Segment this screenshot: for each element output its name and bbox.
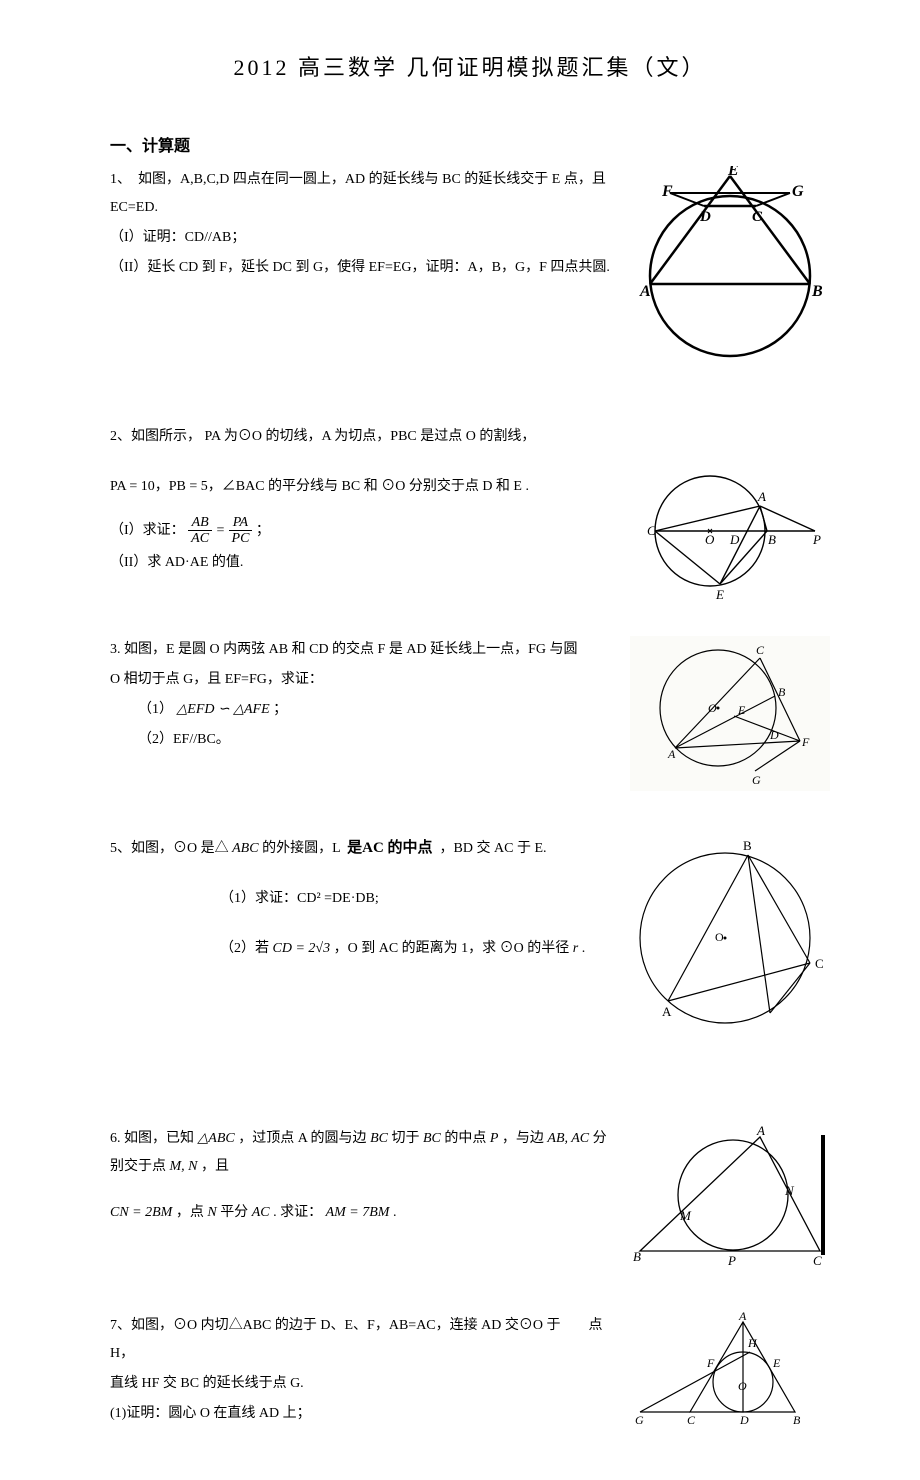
p6-m4: ，与边 xyxy=(502,1131,544,1146)
p6-tri: △ABC xyxy=(198,1131,235,1146)
svg-text:C: C xyxy=(687,1413,696,1427)
p5-tri: ABC xyxy=(232,841,258,856)
svg-text:C: C xyxy=(756,643,765,657)
svg-text:B: B xyxy=(743,838,752,853)
p5-line2-e: . xyxy=(582,941,586,956)
p5-line2-d: r xyxy=(573,941,578,956)
figure-6: A M N B P C xyxy=(625,1125,830,1275)
p6-m3: 的中点 xyxy=(444,1131,486,1146)
figure-3: C B O E D F A G xyxy=(630,636,830,791)
p6-abac: AB, AC xyxy=(547,1131,589,1146)
svg-text:O: O xyxy=(715,930,724,944)
problem-2: 2、如图所示， PA 为⊙O 的切线，A 为切点，PBC 是过点 O 的割线， … xyxy=(110,423,830,616)
svg-text:E: E xyxy=(727,166,739,179)
p5-line2-a: （2）若 xyxy=(220,941,269,956)
problem-1: E F G D C A B 1、 如图，A,B,C,D 四点在同一圆上，AD 的… xyxy=(110,166,830,361)
section-heading: 一、计算题 xyxy=(110,132,830,156)
p6-l2b: ，点 xyxy=(176,1205,204,1220)
p6-mn: M, N xyxy=(170,1159,198,1174)
svg-text:O: O xyxy=(708,701,717,715)
svg-text:D: D xyxy=(739,1413,749,1427)
svg-text:E: E xyxy=(772,1356,781,1370)
svg-text:E: E xyxy=(737,703,746,717)
svg-text:B: B xyxy=(633,1249,641,1264)
svg-text:G: G xyxy=(635,1413,644,1427)
p3-intro-a: 如图，E 是圆 O 内两弦 AB 和 CD 的交点 F 是 AD 延长线上一点，… xyxy=(124,642,577,657)
svg-text:B: B xyxy=(811,283,823,300)
svg-text:P: P xyxy=(727,1253,736,1268)
p5-arc: 是AC 的中点 xyxy=(347,840,432,856)
p5-line2-c: ，O 到 AC 的距离为 1，求 ⊙O 的半径 xyxy=(334,941,570,956)
svg-text:O: O xyxy=(738,1379,747,1393)
svg-text:M: M xyxy=(679,1208,692,1223)
figure-1: E F G D C A B xyxy=(630,166,830,361)
svg-text:A: A xyxy=(639,283,651,300)
p2-num: 2、如图所示， xyxy=(110,429,201,444)
p6-l2e: AC xyxy=(252,1205,270,1220)
p6-p: P xyxy=(490,1131,499,1146)
svg-text:C: C xyxy=(752,209,763,225)
svg-text:A: A xyxy=(662,1004,672,1019)
p3-line1-mid: △EFD ∽ △AFE xyxy=(177,702,270,717)
svg-text:F: F xyxy=(661,183,673,200)
p5-line2-b: CD = 2√3 xyxy=(273,941,331,956)
svg-text:D: D xyxy=(699,209,711,225)
svg-text:A: A xyxy=(738,1312,747,1323)
svg-text:A: A xyxy=(667,747,676,761)
svg-text:E: E xyxy=(715,587,724,602)
svg-text:O: O xyxy=(705,532,715,547)
p2-frac-pa-pc: PAPC xyxy=(229,515,253,547)
figure-2: A C O D B P E xyxy=(630,471,830,616)
problem-5: B O C A 5、如图，⊙O 是△ ABC 的外接圆，L 是AC 的中点 ，B… xyxy=(110,833,830,1043)
p6-m2: 切于 xyxy=(391,1131,419,1146)
p3-line1-suf: ； xyxy=(273,702,287,717)
svg-text:A: A xyxy=(757,489,766,504)
p1-intro: 如图，A,B,C,D 四点在同一圆上，AD 的延长线与 BC 的延长线交于 E … xyxy=(110,172,606,215)
svg-text:A: A xyxy=(756,1125,765,1138)
p6-l2g: AM = 7BM xyxy=(326,1205,390,1220)
svg-text:F: F xyxy=(706,1356,715,1370)
p3-line1-pre: （1） xyxy=(138,702,173,717)
svg-text:B: B xyxy=(793,1413,801,1427)
p6-l2h: . xyxy=(393,1205,397,1220)
p6-l2a: CN = 2BM xyxy=(110,1205,172,1220)
svg-text:C: C xyxy=(813,1253,822,1268)
p2-intro-a: PA 为⊙O 的切线，A 为切点，PBC 是过点 O 的割线， xyxy=(205,429,536,444)
svg-text:N: N xyxy=(784,1183,795,1198)
p6-num: 6. 如图，已知 xyxy=(110,1131,194,1146)
p6-bc2: BC xyxy=(423,1131,441,1146)
svg-text:C: C xyxy=(647,523,656,538)
svg-text:C: C xyxy=(815,956,824,971)
p6-l2c: N xyxy=(207,1205,216,1220)
p2-frac-ab-ac: ABAC xyxy=(188,515,212,547)
p7-num: 7、如图，⊙O 内切△ABC 的边于 D、E、F，AB=AC，连接 AD 交⊙O… xyxy=(110,1318,560,1333)
p6-l2d: 平分 xyxy=(220,1205,248,1220)
svg-text:B: B xyxy=(768,532,776,547)
p6-m6: ，且 xyxy=(201,1159,229,1174)
svg-text:D: D xyxy=(729,532,740,547)
p5-num: 5、如图，⊙O 是△ xyxy=(110,841,229,856)
figure-7: A H F E O G C D B xyxy=(625,1312,830,1427)
p2-line1-suf: ； xyxy=(256,523,270,538)
problem-7: A H F E O G C D B 7、如图，⊙O 内切△ABC 的边于 D、E… xyxy=(110,1312,830,1430)
p5-mid1: 的外接圆，L xyxy=(262,841,340,856)
p6-l2f: . 求证： xyxy=(273,1205,322,1220)
svg-text:P: P xyxy=(812,532,821,547)
page-title: 2012 高三数学 几何证明模拟题汇集（文） xyxy=(110,50,830,82)
svg-text:H: H xyxy=(747,1336,758,1350)
problem-3: C B O E D F A G 3. 如图，E 是圆 O 内两弦 AB 和 CD… xyxy=(110,636,830,791)
p6-bc: BC xyxy=(370,1131,388,1146)
p6-m1: ，过顶点 A 的圆与边 xyxy=(238,1131,366,1146)
figure-5: B O C A xyxy=(635,833,830,1043)
problem-6: A M N B P C 6. 如图，已知 △ABC ，过顶点 A 的圆与边 BC… xyxy=(110,1125,830,1275)
svg-text:F: F xyxy=(801,735,810,749)
svg-text:G: G xyxy=(792,183,804,200)
p3-num: 3. xyxy=(110,642,124,657)
svg-text:D: D xyxy=(769,728,779,742)
p5-mid2: ，BD 交 AC 于 E. xyxy=(440,841,547,856)
svg-text:B: B xyxy=(778,685,786,699)
p1-num: 1、 xyxy=(110,172,131,187)
svg-text:G: G xyxy=(752,773,761,787)
p2-line1-pre: （I）求证： xyxy=(110,523,185,538)
